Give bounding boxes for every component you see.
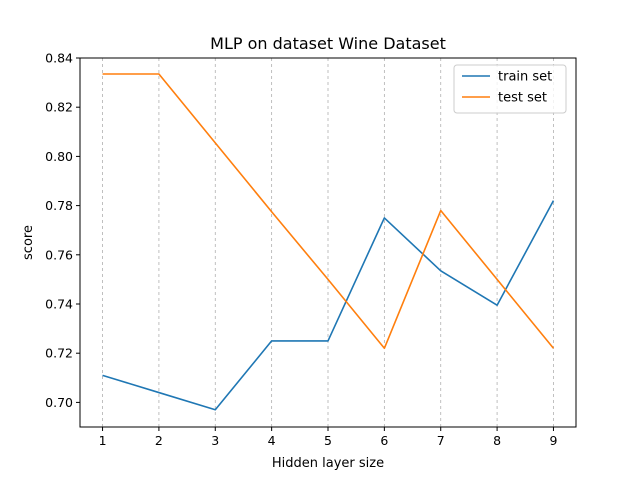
legend: train set test set — [453, 64, 567, 114]
series-line-0 — [102, 200, 555, 411]
series-lines — [102, 73, 555, 411]
x-axis-ticks: 1 2 3 4 5 6 7 8 9 — [99, 427, 557, 448]
y-tick-label: 0.82 — [45, 100, 73, 115]
legend-label-1: test set — [498, 91, 547, 106]
y-axis-label: score — [21, 225, 36, 260]
x-tick-label: 7 — [437, 433, 445, 448]
x-tick-label: 1 — [99, 433, 107, 448]
x-axis-label: Hidden layer size — [272, 456, 384, 471]
y-tick-label: 0.70 — [45, 395, 73, 410]
y-tick-label: 0.74 — [45, 297, 73, 312]
chart-title: MLP on dataset Wine Dataset — [210, 34, 446, 53]
y-tick-label: 0.72 — [45, 346, 73, 361]
x-tick-label: 5 — [324, 433, 332, 448]
x-tick-label: 8 — [493, 433, 501, 448]
x-tick-label: 4 — [268, 433, 276, 448]
x-tick-label: 2 — [155, 433, 163, 448]
series-line-1 — [102, 73, 555, 350]
y-tick-label: 0.80 — [45, 149, 73, 164]
x-tick-label: 3 — [211, 433, 219, 448]
y-axis-ticks: 0.70 0.72 0.74 0.76 0.78 0.80 0.82 0.84 — [45, 51, 80, 410]
y-tick-label: 0.78 — [45, 198, 73, 213]
y-tick-label: 0.84 — [45, 51, 73, 66]
y-tick-label: 0.76 — [45, 247, 73, 262]
grid-lines — [102, 58, 554, 427]
x-tick-label: 9 — [549, 433, 557, 448]
legend-label-0: train set — [498, 70, 552, 85]
x-tick-label: 6 — [380, 433, 388, 448]
legend-box — [453, 64, 567, 114]
